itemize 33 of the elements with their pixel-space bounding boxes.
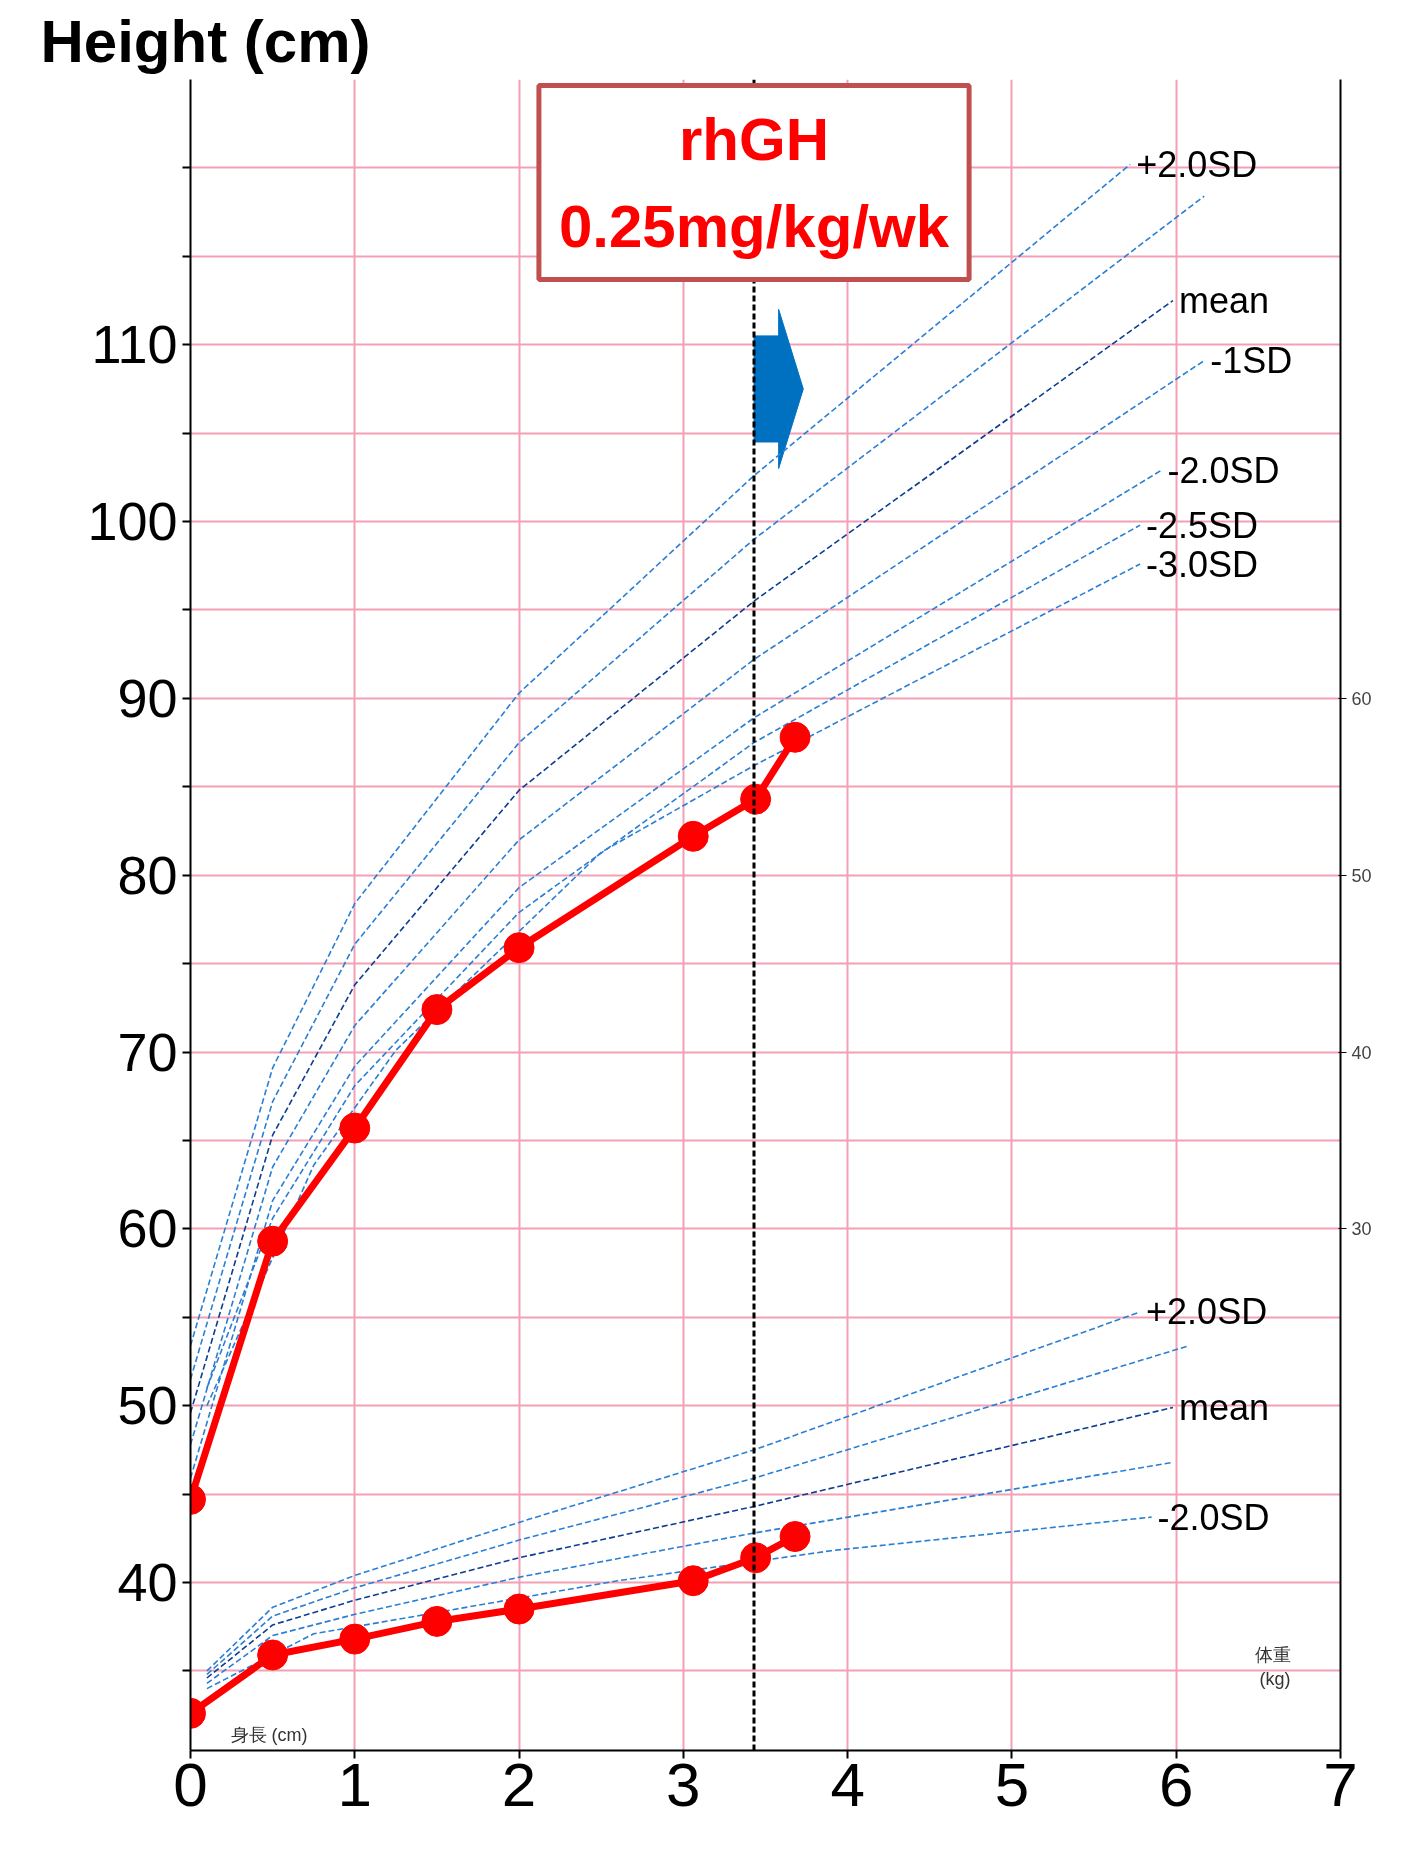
y2-tick-label: 40 bbox=[1351, 1042, 1372, 1063]
y2-tick-label: 30 bbox=[1351, 1219, 1372, 1240]
x-tick-label: 0 bbox=[173, 1749, 208, 1819]
series-label: -1SD bbox=[1210, 340, 1293, 382]
ref-line-label: rhGH 0.25mg/kg/wk bbox=[558, 105, 950, 260]
x-tick-label: 5 bbox=[994, 1749, 1030, 1819]
annotation: 体重 (kg) bbox=[1254, 1644, 1291, 1689]
y-tick-label: 100 bbox=[87, 491, 178, 552]
series-label: mean bbox=[1178, 280, 1269, 322]
series-label: -3.0SD bbox=[1146, 543, 1259, 585]
y-tick-label: 90 bbox=[117, 667, 178, 728]
series-label: -2.0SD bbox=[1167, 449, 1280, 491]
x-tick-label: 2 bbox=[501, 1749, 537, 1819]
y-tick-label: 50 bbox=[117, 1375, 178, 1436]
x-tick-label: 6 bbox=[1158, 1749, 1194, 1819]
series-label: -2.0SD bbox=[1157, 1496, 1270, 1538]
y-tick-label: 40 bbox=[117, 1552, 178, 1613]
series-label: -2.5SD bbox=[1146, 504, 1259, 546]
y2-tick-label: 60 bbox=[1351, 688, 1372, 709]
series-label: mean bbox=[1178, 1386, 1269, 1428]
y-tick-label: 80 bbox=[117, 844, 178, 905]
y2-tick-label: 50 bbox=[1351, 865, 1372, 886]
x-tick-label: 3 bbox=[666, 1749, 701, 1819]
x-tick-label: 4 bbox=[830, 1749, 865, 1819]
y-tick-label: 60 bbox=[117, 1198, 178, 1259]
x-tick-label: 1 bbox=[337, 1749, 373, 1819]
y-tick-label: 70 bbox=[117, 1021, 178, 1082]
series-label: +2.0SD bbox=[1136, 143, 1258, 185]
annotation: 身長 (cm) bbox=[230, 1724, 308, 1745]
y-axis-title: Height (cm) bbox=[40, 7, 371, 75]
x-tick-label: 7 bbox=[1323, 1749, 1358, 1819]
y-tick-label: 110 bbox=[91, 314, 178, 375]
series-label: +2.0SD bbox=[1146, 1291, 1268, 1333]
